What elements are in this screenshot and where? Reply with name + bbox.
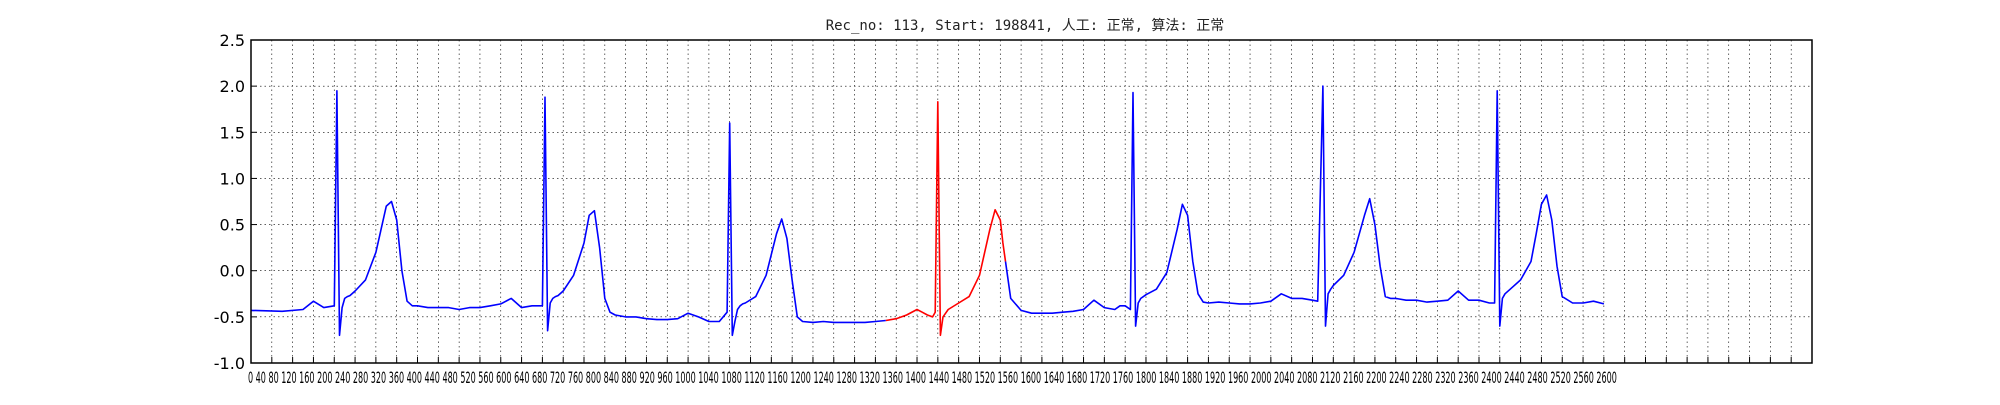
y-tick-label: -0.5: [214, 308, 245, 327]
series-layer: [250, 85, 1605, 337]
y-tick-label: 2.5: [220, 31, 245, 50]
grid-layer: [251, 39, 1812, 364]
ecg-series-line-1: [250, 90, 886, 337]
y-tick-label: 0.5: [220, 216, 245, 235]
ecg-series-line-3: [1004, 85, 1605, 327]
y-tick-label: 1.5: [220, 123, 245, 142]
ecg-series-line-2: [885, 101, 1007, 337]
x-tick-labels: 0 40 80 120 160 200 240 280 320 360 400 …: [248, 368, 1617, 387]
chart-title: Rec_no: 113, Start: 198841, 人工: 正常, 算法: …: [826, 18, 1225, 34]
x-axis: 0 40 80 120 160 200 240 280 320 360 400 …: [248, 357, 1813, 387]
y-tick-label: 2.0: [220, 77, 245, 96]
y-tick-label: 1.0: [220, 169, 245, 188]
y-tick-label: 0.0: [220, 262, 245, 281]
plot-frame: [250, 39, 1813, 364]
y-axis: -1.0 -0.5 0.0 0.5 1.0 1.5 2.0 2.5: [214, 31, 257, 373]
y-tick-label: -1.0: [214, 354, 245, 373]
